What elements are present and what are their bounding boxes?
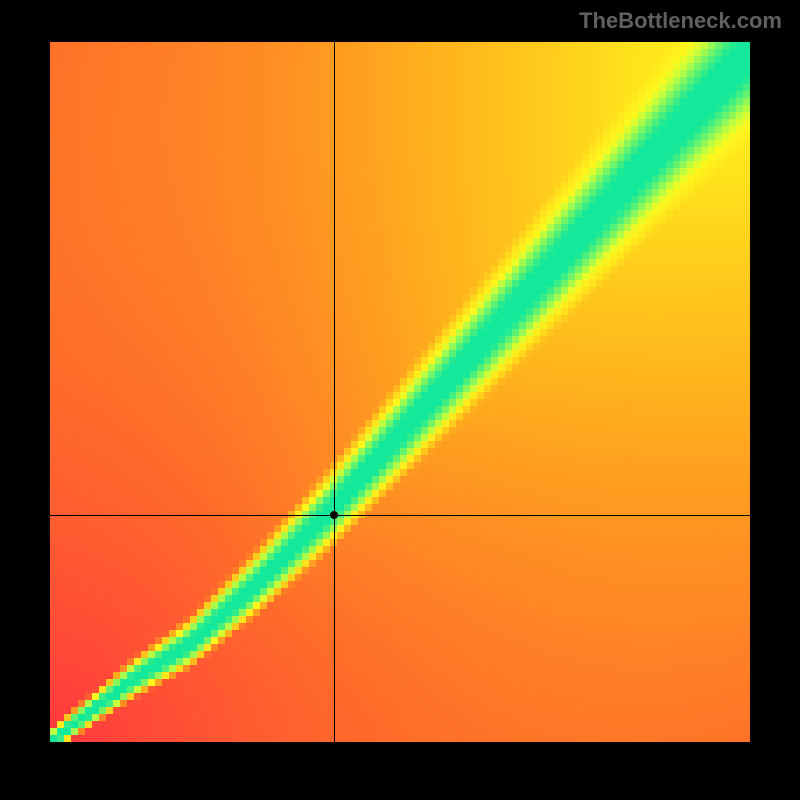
watermark-text: TheBottleneck.com [579,8,782,34]
plot-area [50,42,750,742]
selection-marker [330,511,338,519]
bottleneck-heatmap [50,42,750,742]
crosshair-horizontal [50,515,750,516]
crosshair-vertical [334,42,335,742]
